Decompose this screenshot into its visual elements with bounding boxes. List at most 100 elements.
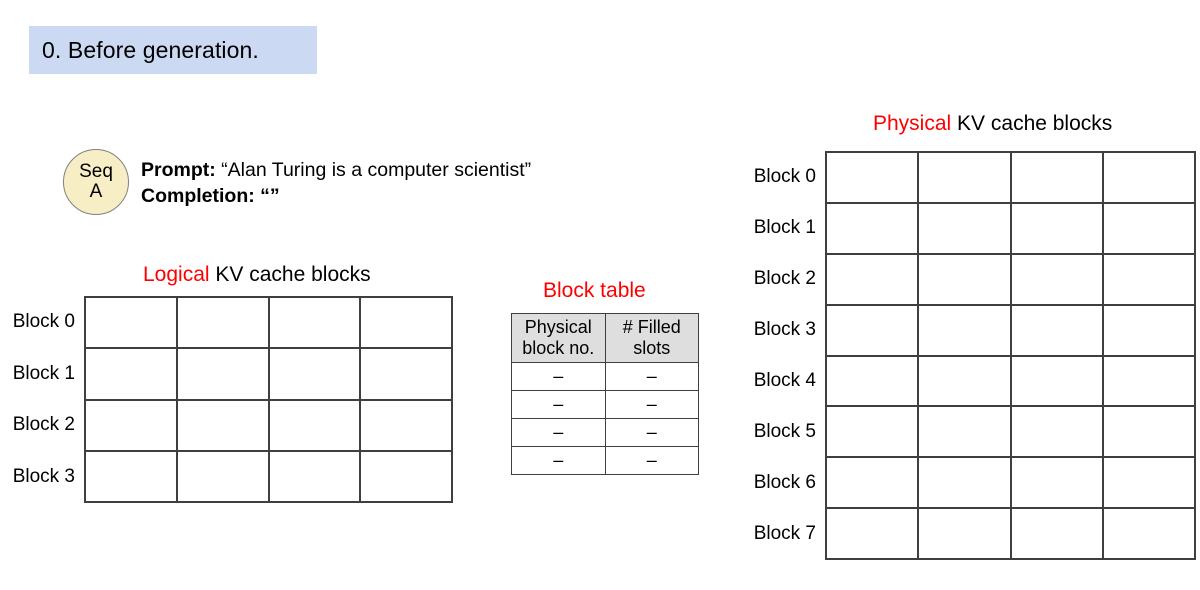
physical-block-row-label: Block 6: [753, 472, 816, 494]
step-banner-label: 0. Before generation.: [42, 36, 259, 63]
logical-block-cell: [361, 451, 453, 503]
logical-block-cell: [86, 400, 178, 452]
logical-block-cell: [177, 298, 270, 350]
logical-block-cell: [86, 298, 178, 350]
physical-block-cell: [1011, 509, 1104, 560]
physical-block-cell: [919, 407, 1012, 459]
physical-block-cell: [1103, 356, 1196, 408]
physical-block-cell: [1011, 254, 1104, 306]
physical-block-cell: [1103, 153, 1196, 204]
block-table-filled-slots: –: [604, 362, 699, 391]
logical-block-row-label: Block 0: [12, 310, 75, 332]
logical-block-cell: [177, 451, 270, 503]
header-line-1: Physical: [524, 317, 592, 338]
block-table-title: Block table: [543, 280, 646, 301]
physical-block-row-label: Block 0: [753, 165, 816, 187]
logical-block-cell: [269, 451, 362, 503]
physical-block-cell: [1103, 254, 1196, 306]
sequence-badge-line1: Seq: [79, 160, 113, 182]
physical-block-cell: [919, 458, 1012, 510]
physical-block-row-label: Block 1: [753, 216, 816, 238]
physical-block-cell: [919, 305, 1012, 357]
physical-block-cell: [827, 153, 920, 204]
logical-block-cell: [86, 349, 178, 401]
physical-block-cell: [919, 254, 1012, 306]
physical-block-row-label: Block 5: [753, 421, 816, 443]
header-line-2: block no.: [522, 338, 595, 358]
physical-block-cell: [1011, 305, 1104, 357]
physical-block-cell: [1011, 153, 1104, 204]
logical-blocks-title: Logical KV cache blocks: [143, 264, 371, 285]
logical-block-row-label: Block 1: [12, 362, 75, 384]
logical-blocks-title-rest: KV cache blocks: [209, 263, 371, 286]
logical-block-cell: [269, 349, 362, 401]
logical-block-cell: [177, 349, 270, 401]
prompt-label: Prompt:: [141, 159, 216, 181]
block-table-row: – –: [511, 362, 699, 391]
completion-value: “”: [260, 184, 280, 207]
physical-blocks-title-accent: Physical: [873, 112, 952, 135]
physical-block-cell: [827, 458, 920, 510]
physical-block-cell: [1103, 407, 1196, 459]
block-table-body: – – – – – – – –: [511, 362, 699, 475]
block-table-filled-slots: –: [604, 446, 699, 475]
block-table-title-text: Block table: [543, 279, 646, 302]
block-table-row: – –: [511, 418, 699, 447]
physical-block-cell: [1011, 356, 1104, 408]
physical-block-row-label: Block 4: [753, 370, 816, 392]
block-table-filled-slots: –: [604, 390, 699, 419]
header-line-2: slots: [633, 338, 671, 358]
physical-block-row-label: Block 7: [753, 523, 816, 545]
prompt-row: Prompt: “Alan Turing is a computer scien…: [141, 158, 531, 184]
physical-row-labels: Block 0 Block 1 Block 2 Block 3 Block 4 Block…: [735, 151, 825, 560]
physical-blocks-title-rest: KV cache blocks: [951, 112, 1113, 135]
physical-block-cell: [827, 407, 920, 459]
physical-block-cell: [827, 254, 920, 306]
step-banner: 0. Before generation.: [29, 26, 317, 74]
logical-kv-grid: [84, 296, 453, 503]
block-table: Physical block no. # Filled slots – – – – – –…: [511, 313, 699, 475]
logical-block-cell: [86, 451, 178, 503]
physical-block-cell: [827, 203, 920, 255]
physical-block-cell: [919, 153, 1012, 204]
block-table-header-row: Physical block no. # Filled slots: [511, 313, 699, 363]
physical-block-cell: [827, 509, 920, 560]
physical-block-cell: [827, 356, 920, 408]
block-table-physical-block-no: –: [511, 446, 606, 475]
block-table-physical-block-no: –: [511, 418, 606, 447]
physical-block-cell: [919, 203, 1012, 255]
physical-block-cell: [1011, 407, 1104, 459]
block-table-row: – –: [511, 390, 699, 419]
physical-block-cell: [1103, 203, 1196, 255]
sequence-text-block: Prompt: “Alan Turing is a computer scien…: [141, 158, 531, 209]
physical-block-cell: [1011, 203, 1104, 255]
physical-block-cell: [919, 509, 1012, 560]
physical-block-cell: [1103, 509, 1196, 560]
physical-block-row-label: Block 2: [753, 267, 816, 289]
physical-block-cell: [1011, 458, 1104, 510]
logical-block-cell: [269, 400, 362, 452]
prompt-value: “Alan Turing is a computer scientist”: [221, 159, 532, 181]
logical-block-cell: [177, 400, 270, 452]
block-table-row: – –: [511, 446, 699, 475]
logical-block-cell: [269, 298, 362, 350]
physical-block-cell: [827, 305, 920, 357]
logical-row-labels: Block 0 Block 1 Block 2 Block 3: [0, 296, 84, 503]
logical-block-row-label: Block 3: [12, 466, 75, 488]
block-table-filled-slots: –: [604, 418, 699, 447]
logical-block-cell: [361, 298, 453, 350]
block-table-physical-block-no: –: [511, 390, 606, 419]
block-table-physical-block-no: –: [511, 362, 606, 391]
header-line-1: # Filled: [622, 317, 681, 338]
completion-row: Completion: “”: [141, 184, 531, 210]
physical-block-cell: [919, 356, 1012, 408]
logical-block-row-label: Block 2: [12, 414, 75, 436]
completion-label: Completion:: [141, 184, 255, 207]
physical-blocks-title: Physical KV cache blocks: [873, 113, 1112, 134]
block-table-header-physical-block-no: Physical block no.: [511, 313, 606, 363]
logical-block-cell: [361, 400, 453, 452]
physical-kv-grid: [825, 151, 1196, 560]
block-table-header-filled-slots: # Filled slots: [604, 313, 699, 363]
logical-block-cell: [361, 349, 453, 401]
sequence-badge-line2: A: [89, 181, 103, 202]
